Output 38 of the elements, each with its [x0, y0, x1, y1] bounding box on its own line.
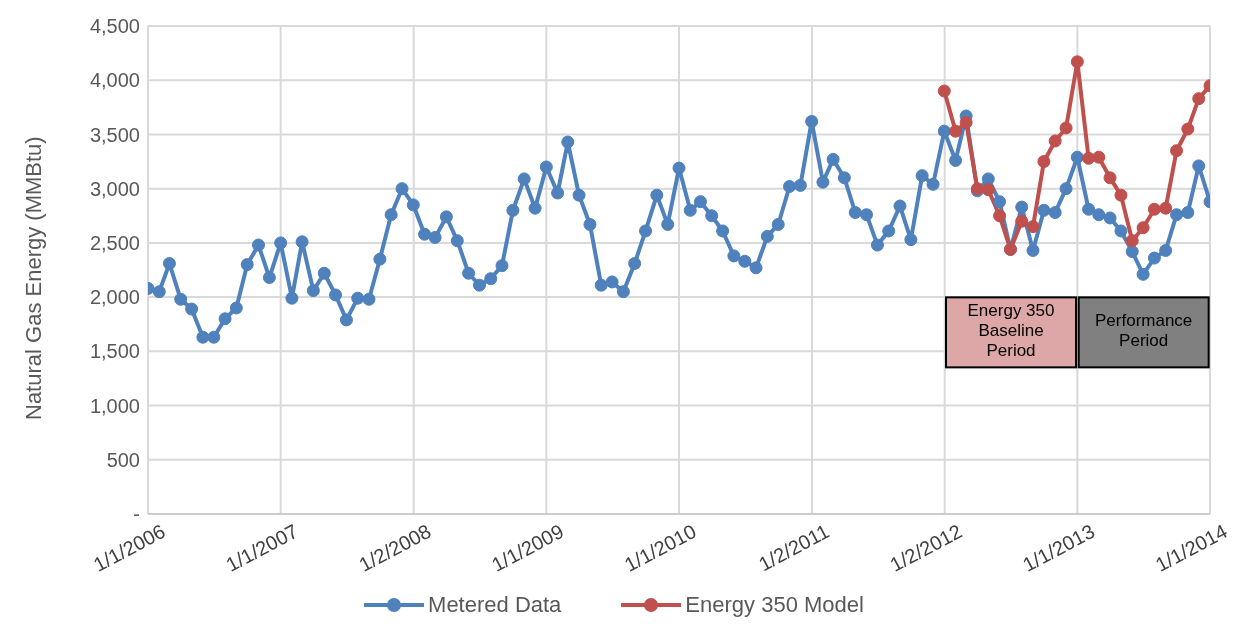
point — [1092, 150, 1106, 164]
y-tick-label: 2,000 — [89, 286, 140, 309]
point — [1136, 221, 1150, 235]
point — [1015, 214, 1029, 228]
point — [1125, 234, 1139, 248]
point — [1159, 201, 1173, 215]
point — [1026, 220, 1040, 234]
point — [981, 183, 995, 197]
point — [1037, 155, 1051, 169]
y-tick-label: 1,500 — [89, 340, 140, 363]
annotation: Energy 350 Baseline Period — [967, 301, 1055, 361]
y-axis-title: Natural Gas Energy (MMBtu) — [20, 136, 46, 420]
y-tick-label: 1,000 — [89, 394, 140, 417]
point — [1181, 122, 1195, 136]
point — [1103, 171, 1117, 185]
point — [1048, 134, 1062, 148]
legend-label: Metered Data — [427, 592, 562, 618]
point — [959, 116, 973, 130]
legend-label: Energy 350 Model — [684, 592, 864, 618]
point — [993, 209, 1007, 223]
text-box: Performance Period — [1077, 296, 1210, 369]
y-tick-label: 3,000 — [89, 177, 140, 200]
y-tick-label: 4,000 — [89, 69, 140, 92]
y-tick-label: 4,500 — [89, 15, 140, 38]
y-tick-label: - — [133, 503, 140, 526]
point — [1147, 202, 1161, 216]
point — [1059, 121, 1073, 135]
point — [1070, 55, 1084, 69]
y-tick-label: 3,500 — [89, 123, 140, 146]
y-tick-label: 2,500 — [89, 231, 140, 254]
y-tick-label: 500 — [106, 448, 140, 471]
point — [1114, 188, 1128, 202]
annotation: Performance Period — [1095, 311, 1193, 351]
point — [949, 124, 963, 138]
point — [1192, 92, 1206, 106]
point — [1170, 144, 1184, 158]
text-box: Energy 350 Baseline Period — [945, 296, 1077, 369]
point — [937, 84, 951, 98]
